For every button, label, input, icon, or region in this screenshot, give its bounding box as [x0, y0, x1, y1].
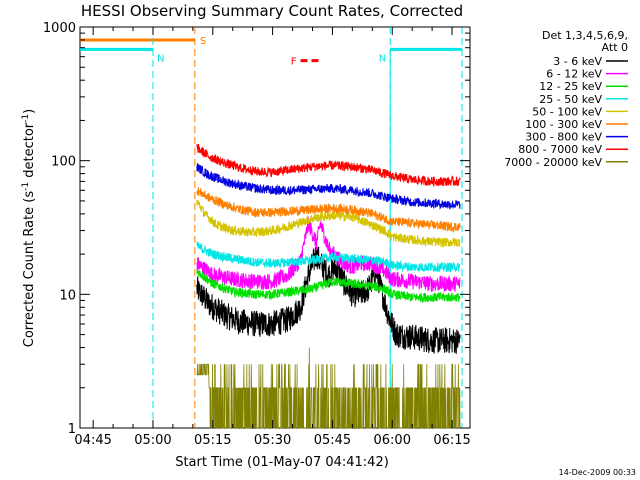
series-line-5 — [196, 187, 461, 234]
x-tick-label: 05:45 — [314, 433, 351, 448]
series-1 — [196, 216, 461, 293]
series-6 — [196, 163, 461, 210]
series-5 — [196, 187, 461, 234]
legend-label-0: 3 - 6 keV — [553, 55, 602, 68]
x-tick-label: 06:00 — [374, 433, 411, 448]
legend-label-2: 12 - 25 keV — [539, 80, 602, 93]
annotation-label-N: N — [157, 53, 164, 64]
series-line-6 — [196, 163, 461, 210]
legend-label-5: 100 - 300 keV — [525, 118, 602, 131]
legend-label-1: 6 - 12 keV — [546, 68, 602, 81]
x-tick-label: 05:30 — [254, 433, 291, 448]
series-3 — [196, 241, 461, 273]
y-tick-label: 10 — [59, 288, 76, 303]
series-line-0 — [196, 245, 461, 354]
series-line-1 — [196, 216, 461, 293]
x-tick-label: 05:15 — [194, 433, 231, 448]
x-tick-label: 05:00 — [134, 433, 171, 448]
x-axis-label: Start Time (01-May-07 04:41:42) — [175, 455, 389, 470]
series-7 — [196, 144, 461, 187]
y-tick-label: 1 — [68, 422, 76, 437]
series-line-7 — [196, 144, 461, 187]
x-tick-label: 04:45 — [74, 433, 111, 448]
legend-label-4: 50 - 100 keV — [532, 105, 602, 118]
series-2 — [196, 269, 461, 304]
chart-title: HESSI Observing Summary Count Rates, Cor… — [81, 2, 463, 20]
legend-label-8: 7000 - 20000 keV — [504, 156, 602, 169]
annotation-label-N: N — [379, 53, 386, 64]
y-tick-label: 1000 — [43, 21, 76, 36]
y-axis-label-sup2: -1 — [21, 114, 31, 123]
y-axis-label-mid: detector — [22, 122, 37, 182]
timestamp: 14-Dec-2009 00:33 — [559, 468, 636, 477]
y-tick-label: 100 — [51, 155, 76, 170]
x-tick-label: 06:15 — [433, 433, 470, 448]
legend-label-6: 300 - 800 keV — [525, 131, 602, 144]
y-axis-label-sup1: -1 — [21, 182, 31, 191]
series-layer — [196, 144, 461, 429]
annotations-layer: S N N F — [80, 27, 463, 428]
axes-layer: 04:45 05:00 05:15 05:30 05:45 06:00 06:15 1 10 10… — [43, 21, 471, 448]
legend-label-7: 800 - 7000 keV — [518, 143, 602, 156]
legend-header-0: Det 1,3,4,5,6,9, — [542, 29, 628, 42]
plot-frame — [79, 26, 471, 429]
legend-label-3: 25 - 50 keV — [539, 93, 602, 106]
series-8 — [196, 347, 461, 429]
y-axis-label-main: Corrected Count Rate (s — [22, 191, 37, 348]
series-line-2 — [196, 269, 461, 304]
series-line-3 — [196, 241, 461, 273]
series-line-8 — [196, 347, 461, 429]
y-axis-label-end: ) — [22, 109, 37, 114]
annotation-label-S: S — [200, 36, 206, 47]
annotation-label-F: F — [291, 57, 297, 68]
legend-header-1: Att 0 — [602, 41, 628, 54]
y-axis-label: Corrected Count Rate (s-1 detector-1) — [21, 109, 37, 347]
